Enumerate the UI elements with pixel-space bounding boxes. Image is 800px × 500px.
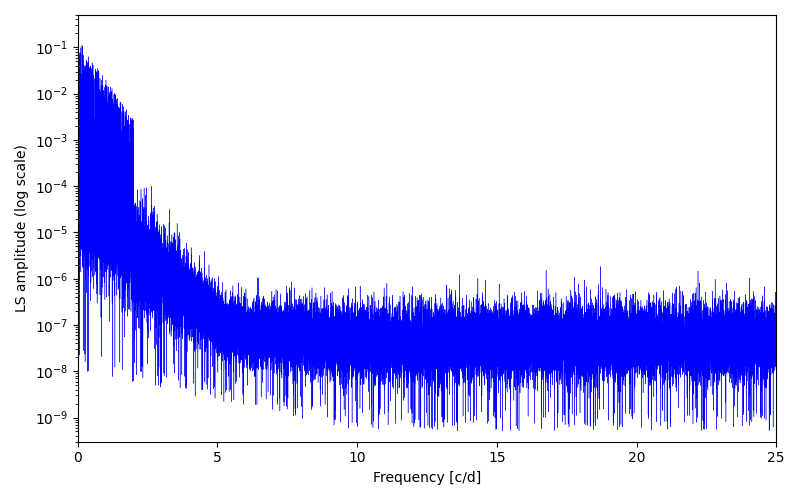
Y-axis label: LS amplitude (log scale): LS amplitude (log scale): [15, 144, 29, 312]
X-axis label: Frequency [c/d]: Frequency [c/d]: [373, 471, 481, 485]
